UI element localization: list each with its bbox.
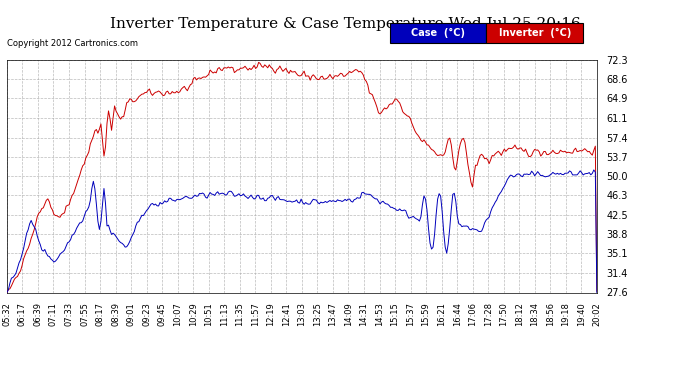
Text: Copyright 2012 Cartronics.com: Copyright 2012 Cartronics.com [7, 39, 138, 48]
Text: Case  (°C): Case (°C) [411, 28, 465, 38]
Text: Inverter Temperature & Case Temperature Wed Jul 25 20:16: Inverter Temperature & Case Temperature … [110, 17, 580, 31]
Text: Inverter  (°C): Inverter (°C) [499, 28, 571, 38]
